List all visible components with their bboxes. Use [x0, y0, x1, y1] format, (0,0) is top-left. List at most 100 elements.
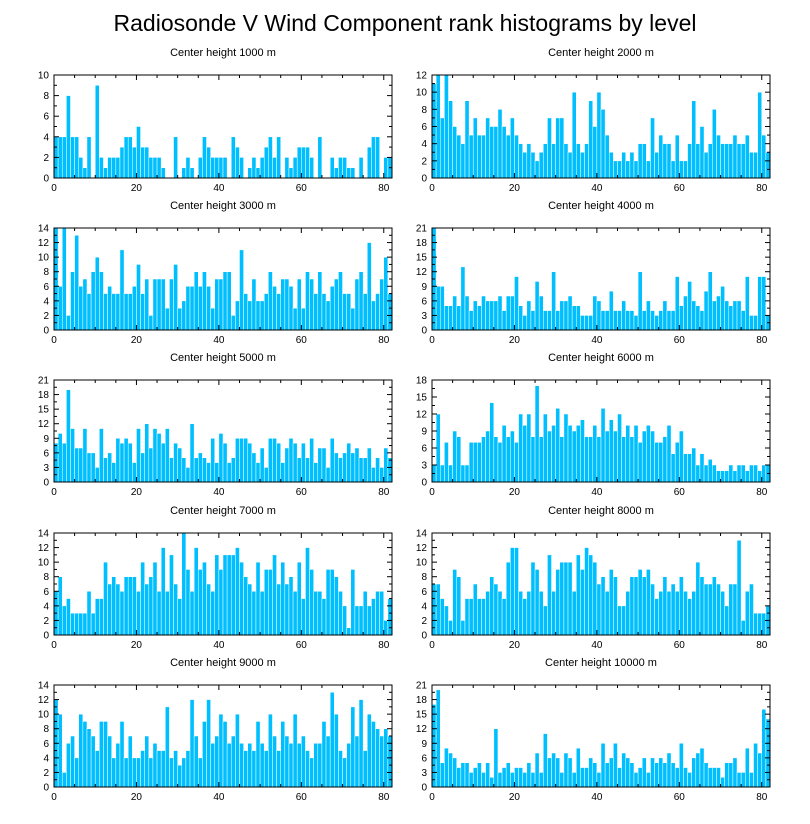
histogram-bar: [555, 117, 561, 179]
x-tick-label: 80: [378, 487, 390, 498]
histogram-panel: Center height 6000 m 0 20 40 60 80 0 3 6 9 12 15 18: [416, 352, 771, 498]
histogram-bar: [305, 146, 310, 179]
histogram-bar: [317, 591, 323, 636]
histogram-bar: [592, 425, 598, 483]
histogram-bar: [115, 293, 121, 331]
y-tick-label: 6: [421, 122, 427, 133]
histogram-bar: [761, 709, 767, 788]
histogram-bar: [662, 436, 668, 483]
histogram-bar: [691, 100, 697, 179]
histogram-bar: [379, 591, 385, 636]
histogram-bar: [563, 561, 569, 636]
histogram-bar: [263, 146, 269, 179]
y-tick-label: 2: [43, 768, 49, 779]
histogram-bar: [371, 721, 376, 788]
histogram-bar: [136, 591, 141, 636]
histogram-bar: [510, 772, 515, 788]
histogram-bar: [103, 293, 108, 331]
histogram-bar: [596, 436, 602, 483]
histogram-bar: [526, 591, 532, 636]
histogram-bar: [103, 561, 108, 636]
histogram-bar: [641, 430, 647, 483]
y-tick-label: 6: [43, 448, 49, 459]
histogram-bar: [222, 271, 228, 331]
histogram-bar: [148, 757, 154, 788]
y-tick-label: 6: [421, 753, 427, 764]
histogram-bar: [559, 436, 565, 483]
histogram-bar: [551, 752, 556, 788]
x-tick-label: 60: [674, 640, 686, 651]
histogram-bar: [243, 293, 248, 331]
histogram-bar: [695, 752, 701, 788]
histogram-bar: [732, 757, 738, 788]
histogram-bar: [375, 293, 380, 331]
histogram-bar: [604, 134, 610, 179]
y-tick-label: 2: [43, 311, 49, 322]
histogram-bar: [481, 295, 486, 331]
histogram-bar: [757, 470, 763, 483]
histogram-bar: [543, 733, 548, 788]
histogram-bar: [165, 307, 170, 331]
histogram-bar: [617, 767, 622, 788]
x-tick-label: 0: [51, 640, 57, 651]
y-tick-label: 3: [43, 463, 49, 474]
histogram-bar: [658, 442, 664, 483]
histogram-bar: [468, 134, 474, 179]
histogram-bar: [86, 452, 92, 483]
histogram-bar: [288, 743, 294, 788]
histogram-bar: [107, 452, 112, 483]
histogram-bar: [66, 315, 71, 331]
histogram-bar: [543, 143, 548, 179]
histogram-bar: [284, 583, 290, 636]
histogram-bar: [362, 591, 368, 636]
histogram-bar: [518, 767, 523, 788]
histogram-bar: [687, 453, 692, 483]
histogram-bar: [674, 134, 680, 179]
histogram-bar: [70, 428, 75, 483]
histogram-bar: [132, 146, 137, 179]
histogram-bar: [740, 143, 746, 179]
histogram-bar: [526, 143, 532, 179]
histogram-bar: [61, 227, 67, 331]
histogram-bar: [658, 310, 664, 331]
histogram-bar: [132, 462, 137, 483]
histogram-bar: [251, 278, 257, 331]
histogram-bar: [448, 620, 453, 636]
x-tick-label: 60: [296, 640, 308, 651]
histogram-bar: [749, 772, 754, 788]
histogram-bar: [255, 721, 261, 788]
histogram-bar: [193, 735, 199, 788]
histogram-bar: [526, 762, 532, 788]
y-tick-label: 14: [38, 681, 50, 692]
histogram-bar: [383, 620, 389, 636]
histogram-bar: [617, 160, 622, 179]
histogram-bar: [350, 307, 356, 331]
histogram-bar: [650, 583, 655, 636]
x-tick-label: 80: [756, 183, 768, 194]
histogram-bar: [736, 540, 742, 636]
histogram-bar: [235, 300, 240, 331]
histogram-bar: [745, 134, 750, 179]
histogram-bar: [646, 772, 651, 788]
x-tick-label: 0: [429, 640, 435, 651]
histogram-bar: [239, 561, 244, 636]
histogram-bar: [745, 470, 750, 483]
y-tick-label: 6: [43, 112, 49, 123]
histogram-bar: [210, 438, 216, 483]
histogram-bar: [444, 442, 449, 483]
histogram-bar: [189, 591, 195, 636]
histogram-bar: [650, 117, 655, 179]
histogram-bar: [514, 547, 519, 636]
histogram-bar: [724, 605, 730, 636]
histogram-bar: [259, 157, 265, 179]
histogram-bar: [305, 271, 310, 331]
histogram-bar: [276, 750, 281, 788]
x-tick-label: 20: [509, 335, 521, 346]
histogram-bar: [309, 278, 314, 331]
histogram-bar: [94, 85, 100, 179]
histogram-bar: [148, 157, 154, 179]
histogram-bar: [362, 457, 368, 483]
histogram-bar: [732, 300, 738, 331]
histogram-bar: [86, 728, 92, 788]
